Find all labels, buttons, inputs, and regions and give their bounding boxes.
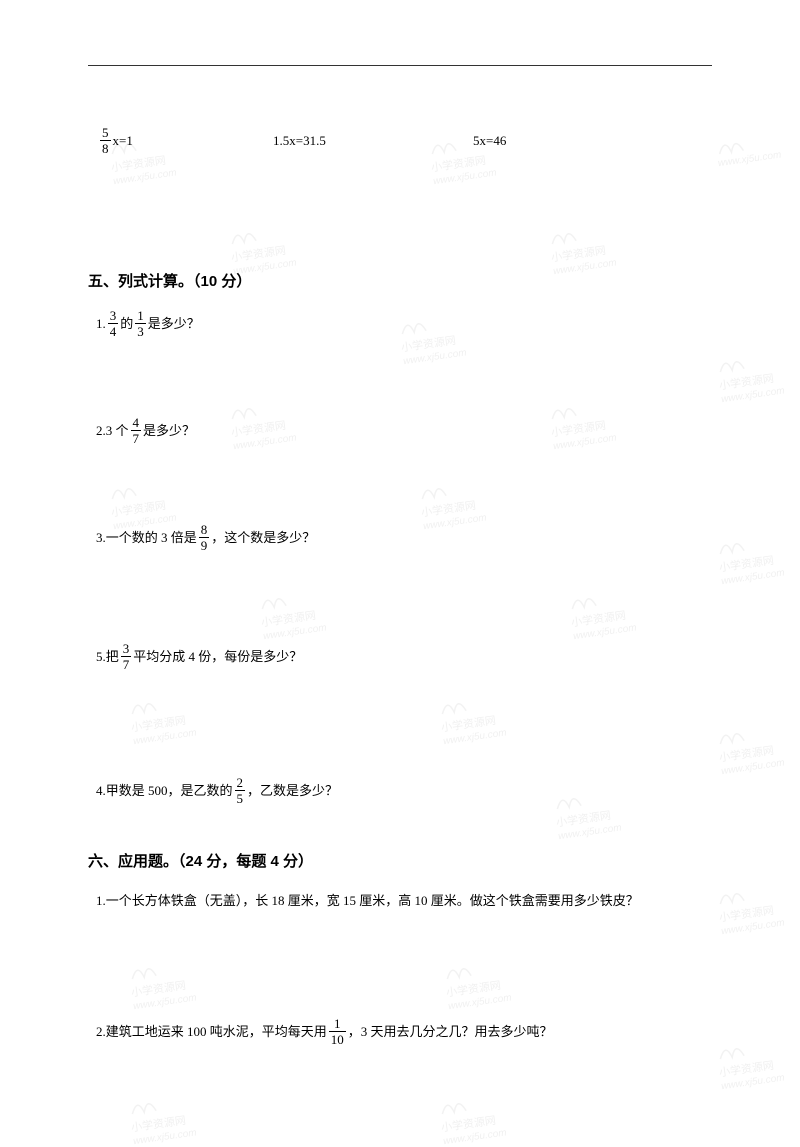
problem-suffix: ，这个数是多少？: [211, 526, 315, 549]
fraction-3-7: 3 7: [121, 642, 132, 671]
fraction-2-5: 2 5: [235, 776, 246, 805]
problem-5-2: 2.3 个 4 7 是多少？: [88, 416, 712, 445]
problem-suffix: 平均分成 4 份，每份是多少？: [133, 645, 302, 668]
fraction-numerator: 5: [100, 126, 111, 140]
fraction-denominator: 9: [199, 537, 210, 552]
fraction-denominator: 10: [329, 1031, 346, 1046]
fraction-1-10: 1 10: [329, 1017, 346, 1046]
problem-prefix: 2.建筑工地运来 100 吨水泥，平均每天用: [96, 1020, 327, 1043]
equation-text: x=1: [113, 133, 133, 149]
fraction-numerator: 8: [199, 523, 210, 537]
equation-1: 5 8 x=1: [98, 126, 273, 155]
problem-prefix: 4.甲数是 500，是乙数的: [96, 779, 233, 802]
fraction-numerator: 2: [235, 776, 246, 790]
problem-text: 的: [120, 312, 133, 335]
fraction-1-3: 1 3: [135, 309, 146, 338]
fraction-denominator: 4: [108, 323, 119, 338]
watermark-text-url: www.xj5u.com: [442, 1127, 507, 1147]
watermark-text-cn: 小学资源网: [441, 1115, 497, 1135]
fraction-numerator: 4: [131, 416, 142, 430]
fraction-numerator: 3: [108, 309, 119, 323]
watermark-text-cn: 小学资源网: [131, 1115, 187, 1135]
equation-text: 1.5x=31.5: [273, 133, 326, 149]
problem-5-1: 1. 3 4 的 1 3 是多少？: [88, 309, 712, 338]
equation-text: 5x=46: [473, 133, 506, 149]
problem-5-3: 3.一个数的 3 倍是 8 9 ，这个数是多少？: [88, 523, 712, 552]
fraction-8-9: 8 9: [199, 523, 210, 552]
section-6-header: 六、应用题。（24 分，每题 4 分）: [88, 850, 712, 871]
problem-suffix: ，乙数是多少？: [247, 779, 338, 802]
problem-prefix: 5.把: [96, 645, 119, 668]
problem-prefix: 1.: [96, 312, 106, 335]
header-rule: [88, 65, 712, 66]
problem-prefix: 3.一个数的 3 倍是: [96, 526, 197, 549]
fraction-denominator: 5: [235, 790, 246, 805]
problem-suffix: 是多少？: [148, 312, 200, 335]
watermark-text-url: www.xj5u.com: [132, 1127, 197, 1147]
fraction-3-4: 3 4: [108, 309, 119, 338]
problem-6-1: 1.一个长方体铁盒（无盖），长 18 厘米，宽 15 厘米，高 10 厘米。做这…: [88, 889, 712, 912]
fraction-4-7: 4 7: [131, 416, 142, 445]
equations-row: 5 8 x=1 1.5x=31.5 5x=46: [88, 126, 712, 155]
fraction-denominator: 8: [100, 140, 111, 155]
problem-6-2: 2.建筑工地运来 100 吨水泥，平均每天用 1 10 ，3 天用去几分之几？用…: [88, 1017, 712, 1046]
page-content: 5 8 x=1 1.5x=31.5 5x=46 五、列式计算。（10 分） 1.…: [0, 0, 800, 1096]
problem-5-4: 4.甲数是 500，是乙数的 2 5 ，乙数是多少？: [88, 776, 712, 805]
fraction-numerator: 3: [121, 642, 132, 656]
problem-text: 1.一个长方体铁盒（无盖），长 18 厘米，宽 15 厘米，高 10 厘米。做这…: [96, 889, 639, 912]
problem-prefix: 2.3 个: [96, 419, 129, 442]
problem-suffix: ，3 天用去几分之几？用去多少吨？: [348, 1020, 553, 1043]
fraction-numerator: 1: [332, 1017, 343, 1031]
problem-suffix: 是多少？: [143, 419, 195, 442]
problem-5-5: 5.把 3 7 平均分成 4 份，每份是多少？: [88, 642, 712, 671]
fraction-5-8: 5 8: [100, 126, 111, 155]
equation-2: 1.5x=31.5: [273, 126, 473, 155]
fraction-numerator: 1: [135, 309, 146, 323]
section-5-header: 五、列式计算。（10 分）: [88, 270, 712, 291]
fraction-denominator: 7: [121, 656, 132, 671]
fraction-denominator: 7: [131, 430, 142, 445]
fraction-denominator: 3: [135, 323, 146, 338]
equation-3: 5x=46: [473, 126, 613, 155]
